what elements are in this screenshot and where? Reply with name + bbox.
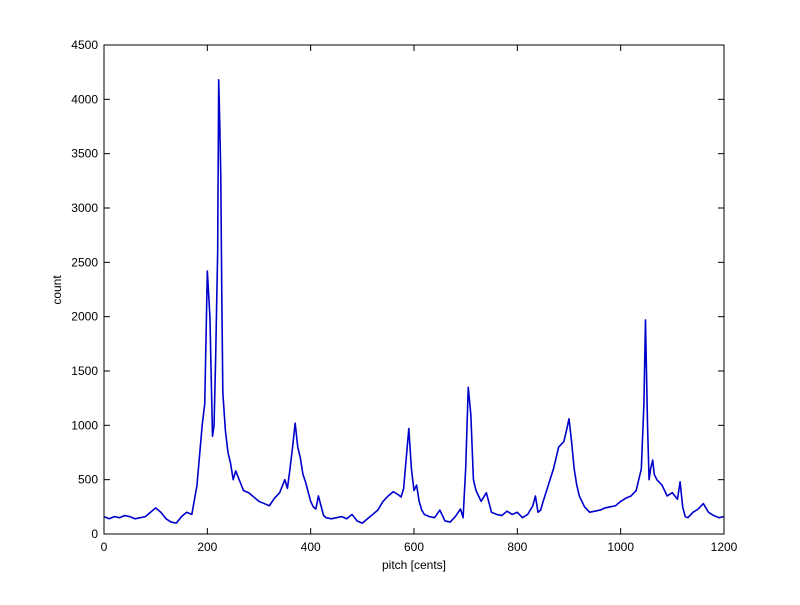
y-tick-label: 2500 [71, 255, 98, 269]
y-axis-label: count [50, 275, 64, 305]
y-tick-label: 1000 [71, 418, 98, 432]
series-line [103, 78, 725, 524]
x-tick-label: 400 [301, 540, 321, 554]
x-tick-label: 1200 [711, 540, 738, 554]
x-tick-label: 600 [404, 540, 424, 554]
x-tick-label: 0 [101, 540, 108, 554]
y-tick-label: 1500 [71, 364, 98, 378]
plot-background [104, 45, 724, 534]
axes-box [103, 44, 725, 535]
x-axis-label: pitch [cents] [382, 558, 446, 572]
x-tick-label: 1000 [607, 540, 634, 554]
plot-area [103, 78, 725, 524]
y-tick-label: 4000 [71, 92, 98, 106]
y-tick-label: 2000 [71, 310, 98, 324]
x-tick-label: 800 [507, 540, 527, 554]
y-tick-label: 4500 [71, 38, 98, 52]
x-tick-label: 200 [197, 540, 217, 554]
y-tick-label: 3000 [71, 201, 98, 215]
tick-labels-layer: 0 200 400 600 800 1000 1200 0 500 1000 1500 2000 250… [71, 38, 737, 554]
y-tick-label: 0 [91, 527, 98, 541]
y-tick-label: 3500 [71, 147, 98, 161]
y-tick-label: 500 [78, 473, 98, 487]
